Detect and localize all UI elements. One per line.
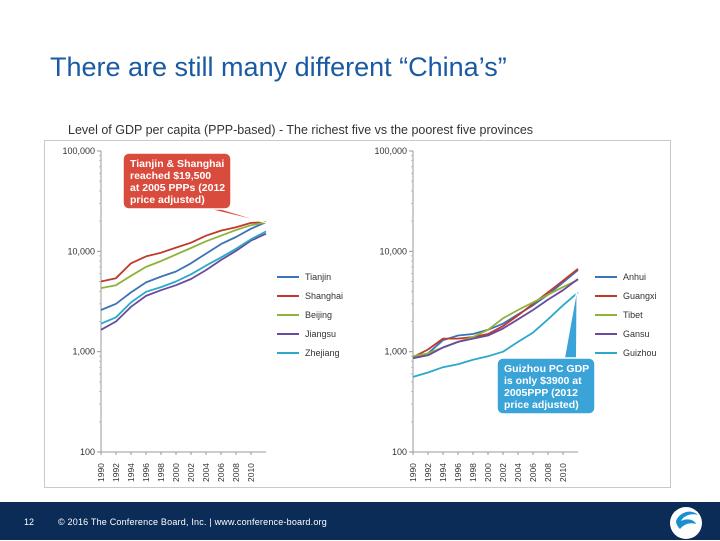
callout-text-line: price adjusted) bbox=[504, 399, 579, 411]
legend-label-shanghai: Shanghai bbox=[305, 291, 343, 301]
x-tick-label: 2002 bbox=[498, 463, 508, 482]
legend-label-tibet: Tibet bbox=[623, 310, 643, 320]
callout-text-line: is only $3900 at bbox=[504, 375, 582, 387]
x-tick-label: 1990 bbox=[96, 463, 106, 482]
y-tick-label: 1,000 bbox=[384, 347, 407, 357]
conference-board-logo-icon bbox=[670, 507, 702, 539]
legend-label-guizhou: Guizhou bbox=[623, 348, 657, 358]
y-tick-label: 100,000 bbox=[374, 146, 407, 156]
x-tick-label: 1990 bbox=[408, 463, 418, 482]
callout-text-line: Guizhou PC GDP bbox=[504, 363, 589, 375]
page-number: 12 bbox=[24, 517, 35, 527]
legend-label-beijing: Beijing bbox=[305, 310, 332, 320]
series-line-gansu bbox=[412, 278, 579, 360]
x-tick-label: 1994 bbox=[438, 463, 448, 482]
series-line-jiangsu bbox=[100, 232, 267, 331]
series-line-zhejiang bbox=[100, 230, 267, 325]
x-tick-label: 1992 bbox=[423, 463, 433, 482]
footer-copyright: © 2016 The Conference Board, Inc. | www.… bbox=[58, 517, 327, 527]
x-tick-label: 2000 bbox=[171, 463, 181, 482]
callout-text-line: Tianjin & Shanghai bbox=[130, 158, 224, 170]
callout-text-line: 2005PPP (2012 bbox=[504, 387, 578, 399]
callout-text-line: at 2005 PPPs (2012 bbox=[130, 182, 225, 194]
y-tick-label: 100 bbox=[80, 447, 95, 457]
series-line-tianjin bbox=[100, 221, 267, 311]
slide-title: There are still many different “China’s” bbox=[50, 52, 507, 82]
legend-label-zhejiang: Zhejiang bbox=[305, 348, 340, 358]
x-tick-label: 2008 bbox=[543, 463, 553, 482]
x-tick-label: 2006 bbox=[528, 463, 538, 482]
x-tick-label: 2004 bbox=[201, 463, 211, 482]
legend-label-gansu: Gansu bbox=[623, 329, 650, 339]
x-tick-label: 2010 bbox=[246, 463, 256, 482]
x-tick-label: 2004 bbox=[513, 463, 523, 482]
legend-label-anhui: Anhui bbox=[623, 272, 646, 282]
x-tick-label: 2010 bbox=[558, 463, 568, 482]
series-line-shanghai bbox=[100, 221, 267, 283]
callout-text-line: price adjusted) bbox=[130, 194, 205, 206]
x-tick-label: 1998 bbox=[156, 463, 166, 482]
y-tick-label: 100,000 bbox=[62, 146, 95, 156]
x-tick-label: 2000 bbox=[483, 463, 493, 482]
legend-label-jiangsu: Jiangsu bbox=[305, 329, 336, 339]
legend-label-guangxi: Guangxi bbox=[623, 291, 657, 301]
x-tick-label: 1996 bbox=[141, 463, 151, 482]
x-tick-label: 2008 bbox=[231, 463, 241, 482]
series-line-beijing bbox=[100, 221, 267, 289]
x-tick-label: 1994 bbox=[126, 463, 136, 482]
chart-frame: 100 1,000 10,000 100,000 1990 1992 1994 1996 199… bbox=[44, 140, 671, 488]
x-tick-label: 1992 bbox=[111, 463, 121, 482]
x-tick-label: 1996 bbox=[453, 463, 463, 482]
y-tick-label: 1,000 bbox=[72, 347, 95, 357]
y-tick-label: 10,000 bbox=[379, 246, 407, 256]
x-tick-label: 2002 bbox=[186, 463, 196, 482]
callout-box bbox=[496, 357, 596, 415]
chart-canvas: 100 1,000 10,000 100,000 1990 1992 1994 1996 199… bbox=[62, 146, 657, 482]
footer-bar: 12 © 2016 The Conference Board, Inc. | w… bbox=[0, 502, 720, 540]
legend-label-tianjin: Tianjin bbox=[305, 272, 331, 282]
callout-box bbox=[122, 152, 232, 210]
callout-pointer bbox=[208, 208, 268, 224]
x-tick-label: 2006 bbox=[216, 463, 226, 482]
x-tick-label: 1998 bbox=[468, 463, 478, 482]
callout-text-line: reached $19,500 bbox=[130, 170, 211, 182]
chart-subtitle: Level of GDP per capita (PPP-based) - Th… bbox=[68, 123, 534, 137]
series-line-guangxi bbox=[412, 268, 579, 359]
y-tick-label: 100 bbox=[392, 447, 407, 457]
series-line-guizhou bbox=[412, 291, 579, 378]
y-tick-label: 10,000 bbox=[67, 246, 95, 256]
